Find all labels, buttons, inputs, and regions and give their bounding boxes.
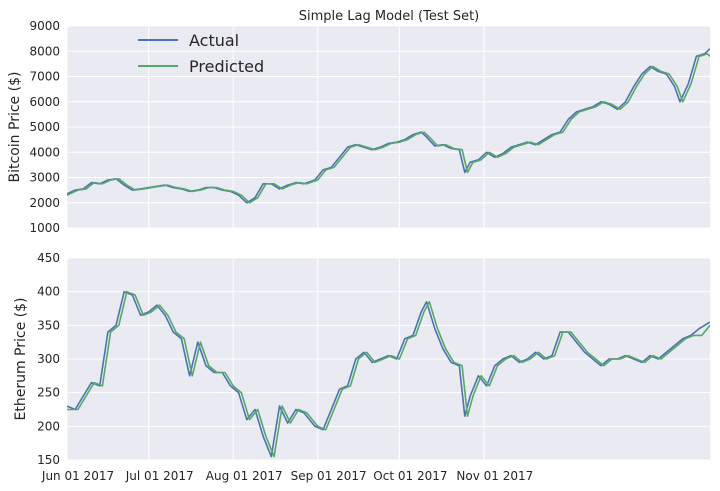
series-line-predicted <box>67 52 710 204</box>
bitcoin-grid <box>66 25 710 229</box>
ethereum-grid <box>66 257 710 461</box>
bitcoin-y-axis-label: Bitcoin Price ($) <box>7 72 23 183</box>
x-tick-label: Sep 01 2017 <box>291 469 367 483</box>
chart-title: Simple Lag Model (Test Set) <box>299 9 480 24</box>
bitcoin-panel: 1000 2000 3000 4000 5000 6000 7000 8000 9000 Bit… <box>7 19 710 235</box>
y-tick-label: 350 <box>37 318 60 332</box>
y-tick-label: 9000 <box>29 19 60 33</box>
bitcoin-series-group <box>67 48 710 204</box>
x-tick-label: Oct 01 2017 <box>373 469 447 483</box>
y-tick-label: 3000 <box>29 171 60 185</box>
y-tick-label: 250 <box>37 386 60 400</box>
y-tick-label: 300 <box>37 352 60 366</box>
y-tick-label: 4000 <box>29 145 60 159</box>
legend-label-predicted: Predicted <box>189 57 264 76</box>
series-line-actual <box>67 290 710 458</box>
y-tick-label: 2000 <box>29 196 60 210</box>
x-ticks: Jun 01 2017 Jul 01 2017 Aug 01 2017 Sep 01 … <box>41 469 533 483</box>
legend: Actual Predicted <box>138 31 264 76</box>
ethereum-y-ticks: 150 200 250 300 350 400 450 <box>37 251 60 467</box>
x-tick-label: Jul 01 2017 <box>125 469 194 483</box>
x-tick-label: Jun 01 2017 <box>41 469 114 483</box>
y-tick-label: 450 <box>37 251 60 265</box>
y-tick-label: 5000 <box>29 120 60 134</box>
bitcoin-y-ticks: 1000 2000 3000 4000 5000 6000 7000 8000 9000 <box>29 19 60 235</box>
y-tick-label: 150 <box>37 453 60 467</box>
y-tick-label: 8000 <box>29 44 60 58</box>
x-tick-label: Aug 01 2017 <box>206 469 283 483</box>
y-tick-label: 1000 <box>29 221 60 235</box>
x-tick-label: Nov 01 2017 <box>456 469 533 483</box>
y-tick-label: 6000 <box>29 95 60 109</box>
legend-label-actual: Actual <box>189 31 239 50</box>
ethereum-y-axis-label: Etherum Price ($) <box>13 298 29 421</box>
y-tick-label: 7000 <box>29 70 60 84</box>
y-tick-label: 200 <box>37 419 60 433</box>
ethereum-series-group <box>67 290 710 458</box>
series-line-predicted <box>67 290 710 458</box>
y-tick-label: 400 <box>37 285 60 299</box>
